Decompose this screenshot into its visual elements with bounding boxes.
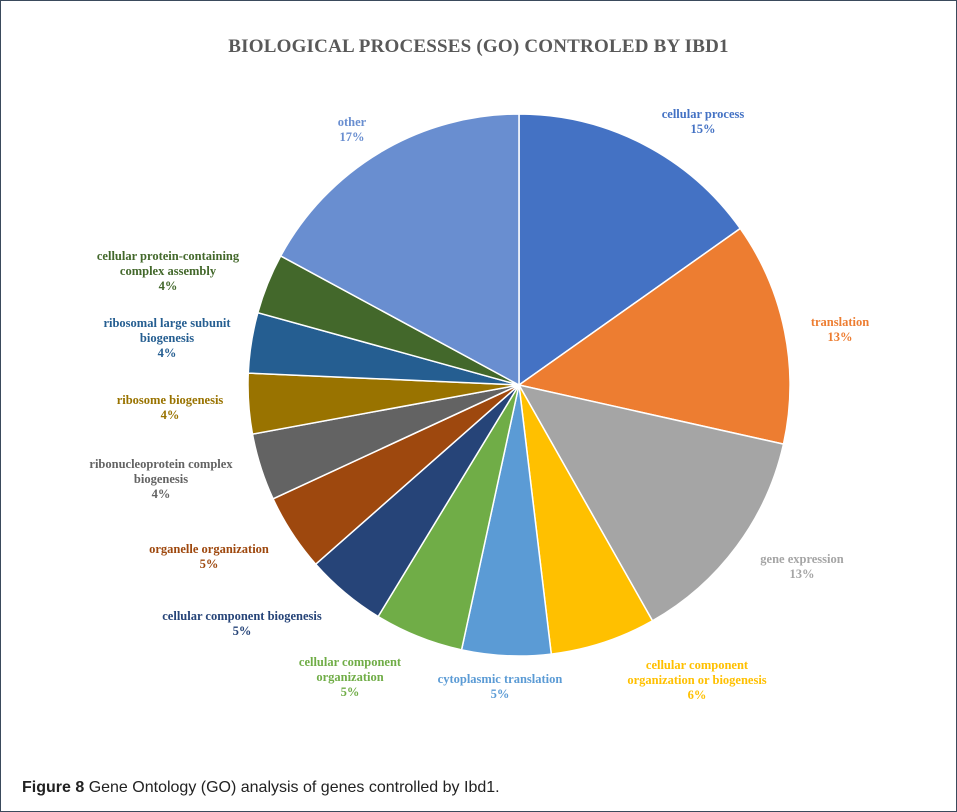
slice-label-line: organization [316,670,383,684]
slice-label-line: gene expression [760,552,843,566]
slice-label-line: cytoplasmic translation [438,672,563,686]
slice-percent: 6% [688,688,707,702]
slice-label-line: other [338,115,367,129]
pie-slice-3 [517,383,785,622]
slice-label-line: biogenesis [140,331,194,345]
slice-label-13: other 17% [338,115,367,144]
chart-title: BIOLOGICAL PROCESSES (GO) CONTROLED BY I… [228,36,729,57]
slice-label-5: cytoplasmic translation 5% [438,672,563,701]
slice-percent: 4% [159,279,178,293]
slice-percent: 4% [152,487,171,501]
slice-label-4: cellular component organization or biogen… [627,658,766,702]
slice-label-line: complex assembly [120,264,217,278]
slice-percent: 13% [828,330,853,344]
slice-label-line: translation [811,315,869,329]
caption-label: Figure 8 [22,779,85,796]
slice-label-9: ribonucleoprotein complex biogenesis 4% [89,457,233,501]
slice-label-line: organelle organization [149,542,269,556]
slice-label-line: cellular component [646,658,749,672]
slice-label-line: cellular component [299,655,402,669]
slice-label-12: cellular protein-containing complex assem… [97,249,240,293]
slice-label-10: ribosome biogenesis 4% [117,393,224,422]
slice-label-line: biogenesis [134,472,188,486]
slice-label-7: cellular component biogenesis 5% [162,609,322,638]
slice-label-line: ribonucleoprotein complex [89,457,233,471]
slice-label-line: cellular protein-containing [97,249,240,263]
pie-slice-13 [279,113,520,387]
pie-slice-2 [517,227,791,446]
caption-text: Gene Ontology (GO) analysis of genes con… [88,779,500,796]
slice-label-2: translation 13% [811,315,869,344]
slice-percent: 4% [158,346,177,360]
slice-label-6: cellular component organization 5% [299,655,402,699]
slice-label-line: organization or biogenesis [627,673,766,687]
slice-label-8: organelle organization 5% [149,542,269,571]
slice-label-line: cellular process [662,107,745,121]
slice-label-line: cellular component biogenesis [162,609,322,623]
slice-label-11: ribosomal large subunit biogenesis 4% [103,316,231,360]
pie-slice-1 [518,113,742,387]
slice-label-1: cellular process 15% [662,107,745,136]
slice-percent: 5% [341,685,360,699]
slice-label-3: gene expression 13% [760,552,843,581]
slice-percent: 4% [161,408,180,422]
slice-label-line: ribosome biogenesis [117,393,224,407]
slice-percent: 15% [691,122,716,136]
slice-percent: 17% [340,130,365,144]
slice-percent: 5% [491,687,510,701]
slice-label-line: ribosomal large subunit [103,316,231,330]
slice-percent: 5% [200,557,219,571]
figure-caption: Figure 8 Gene Ontology (GO) analysis of … [22,779,500,797]
slice-percent: 5% [233,624,252,638]
slice-percent: 13% [790,567,815,581]
